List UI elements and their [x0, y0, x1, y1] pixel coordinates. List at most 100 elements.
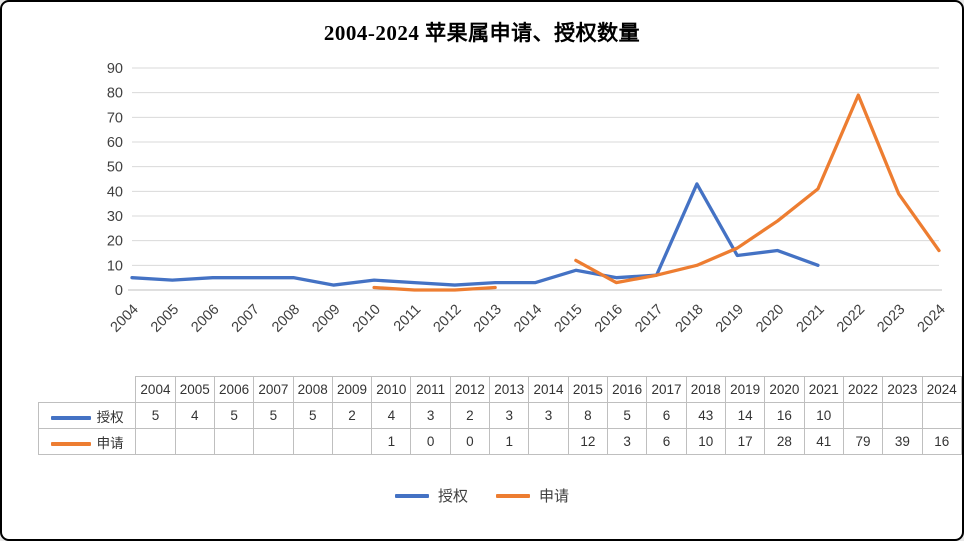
value-cell: 1 — [371, 428, 412, 455]
value-cell: 3 — [607, 428, 648, 455]
y-tick-label: 90 — [107, 61, 123, 77]
table-series-name: 授权 — [96, 409, 124, 425]
value-cell: 5 — [135, 402, 176, 429]
value-cell: 41 — [803, 428, 844, 455]
x-tick-label: 2024 — [915, 302, 949, 336]
y-tick-label: 0 — [115, 283, 123, 299]
y-tick-label: 10 — [107, 258, 123, 274]
year-header-cell: 2013 — [489, 376, 530, 403]
year-header-cell: 2019 — [724, 376, 766, 403]
value-cell: 14 — [724, 402, 766, 429]
year-header-cell: 2022 — [842, 376, 884, 403]
value-cell: 4 — [371, 402, 412, 429]
x-tick-label: 2006 — [188, 302, 222, 336]
x-tick-label: 2013 — [471, 302, 505, 336]
value-cell — [135, 428, 176, 455]
x-tick-label: 2022 — [834, 302, 868, 336]
series-line-申请 — [372, 285, 497, 292]
value-cell: 5 — [607, 402, 648, 429]
value-cell: 5 — [253, 402, 294, 429]
value-cell: 28 — [764, 428, 805, 455]
value-cell: 43 — [685, 402, 726, 429]
value-cell: 79 — [842, 428, 884, 455]
legend-label-application: 申请 — [539, 488, 570, 505]
value-cell: 3 — [410, 402, 451, 429]
year-header-cell: 2024 — [921, 376, 962, 403]
x-tick-label: 2004 — [108, 302, 142, 336]
y-tick-label: 30 — [107, 209, 123, 225]
chart-legend: 授权 申请 — [2, 485, 962, 506]
value-cell: 0 — [410, 428, 451, 455]
year-header-cell: 2007 — [253, 376, 294, 403]
value-cell — [331, 428, 373, 455]
value-cell: 0 — [449, 428, 491, 455]
legend-swatch-authorized — [394, 493, 429, 498]
x-tick-label: 2005 — [148, 302, 182, 336]
value-cell: 6 — [646, 402, 687, 429]
y-tick-label: 20 — [107, 234, 123, 250]
table-header-row: 2004 2005 2006 2007 2008 2009 2010 2011 2012 2013… — [39, 376, 962, 403]
year-header-cell: 2004 — [135, 376, 176, 403]
value-cell: 2 — [449, 402, 491, 429]
y-tick-label: 70 — [107, 110, 123, 126]
value-cell: 10 — [803, 402, 844, 429]
year-header-cell: 2023 — [882, 376, 923, 403]
value-cell: 39 — [882, 428, 923, 455]
series-line-申请 — [574, 93, 941, 285]
y-tick-label: 40 — [107, 184, 123, 200]
x-tick-label: 2023 — [874, 302, 908, 336]
table-corner-cell — [39, 377, 136, 403]
table-series-name: 申请 — [96, 435, 124, 451]
legend-item-application: 申请 — [496, 485, 569, 506]
x-tick-label: 2014 — [511, 302, 545, 336]
table-series-row: 申请 1 0 0 1 12 3 6 10 17 28 41 79 39 16 — [37, 428, 962, 455]
x-tick-label: 2017 — [632, 302, 666, 336]
x-tick-label: 2009 — [309, 302, 343, 336]
year-header-cell: 2005 — [174, 376, 215, 403]
value-cell: 16 — [764, 402, 805, 429]
value-cell — [213, 428, 255, 455]
value-cell: 17 — [724, 428, 766, 455]
legend-swatch-application — [496, 493, 530, 498]
year-header-cell: 2018 — [685, 376, 726, 403]
x-tick-label: 2020 — [753, 302, 787, 336]
legend-label-authorized: 授权 — [437, 488, 468, 505]
y-tick-label: 60 — [107, 135, 123, 151]
x-tick-label: 2021 — [794, 302, 828, 336]
year-header-cell: 2015 — [567, 376, 609, 403]
value-cell: 12 — [567, 428, 609, 455]
year-header-cell: 2017 — [646, 376, 687, 403]
year-header-cell: 2008 — [292, 376, 333, 403]
x-tick-label: 2008 — [269, 302, 303, 336]
x-tick-label: 2011 — [391, 302, 424, 335]
table-series-swatch-icon — [50, 441, 91, 446]
value-cell: 3 — [489, 402, 530, 429]
year-header-cell: 2012 — [449, 376, 491, 403]
value-cell — [253, 428, 294, 455]
value-cell: 4 — [174, 402, 215, 429]
x-tick-label: 2018 — [673, 302, 707, 336]
value-cell: 5 — [213, 402, 255, 429]
value-cell: 6 — [646, 428, 687, 455]
data-table: 2004 2005 2006 2007 2008 2009 2010 2011 2012 2013… — [37, 376, 962, 455]
year-header-cell: 2011 — [410, 376, 451, 403]
table-series-swatch-icon — [50, 415, 91, 420]
value-cell: 5 — [292, 402, 333, 429]
value-cell — [174, 428, 215, 455]
value-cell — [528, 428, 569, 455]
value-cell — [921, 402, 962, 429]
value-cell: 16 — [921, 428, 962, 455]
year-header-cell: 2009 — [331, 376, 373, 403]
year-header-cell: 2021 — [803, 376, 844, 403]
value-cell: 3 — [528, 402, 569, 429]
value-cell — [292, 428, 333, 455]
x-tick-label: 2012 — [430, 302, 464, 336]
year-header-cell: 2016 — [607, 376, 648, 403]
series-line-授权 — [130, 182, 820, 287]
legend-item-authorized: 授权 — [394, 485, 468, 506]
chart-title: 2004-2024 苹果属申请、授权数量 — [323, 21, 641, 45]
y-tick-label: 50 — [107, 160, 123, 176]
year-header-cell: 2006 — [213, 376, 255, 403]
